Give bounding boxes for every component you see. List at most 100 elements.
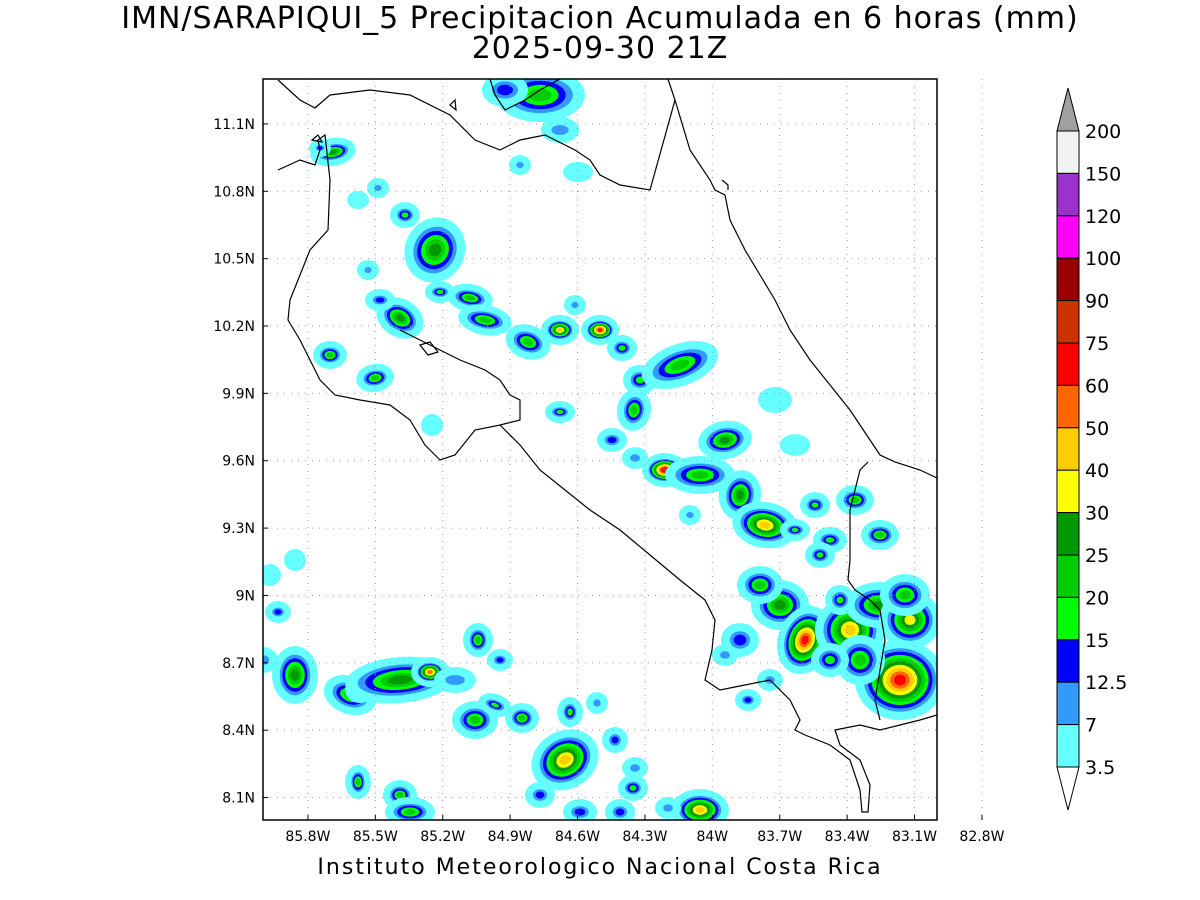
precipitation-cell <box>284 549 306 571</box>
precipitation-cell <box>475 636 481 644</box>
map-title: IMN/SARAPIQUI_5 Precipitacion Acumulada … <box>121 1 1079 36</box>
map-datetime: 2025-09-30 21Z <box>471 31 729 66</box>
precipitation-cell <box>263 647 278 673</box>
colorbar-label: 200 <box>1085 121 1121 143</box>
precipitation-cell <box>571 301 579 309</box>
precipitation-cell <box>811 502 819 508</box>
precipitation-cell <box>904 614 916 626</box>
precipitation-cell <box>427 670 433 674</box>
precipitation-cell <box>854 654 866 666</box>
precipitation-cell <box>630 764 640 772</box>
precipitation-cell <box>801 635 809 645</box>
precipitation-cell <box>404 809 416 815</box>
colorbar-swatch <box>1056 639 1080 683</box>
y-tick-label: 10.5N <box>213 252 255 268</box>
precipitation-cell <box>816 552 824 558</box>
colorbar-label: 25 <box>1085 545 1109 567</box>
y-tick-label: 8.4N <box>222 723 255 739</box>
precipitation-cell <box>328 149 338 155</box>
colorbar-swatch <box>1056 172 1080 217</box>
precipitation-cell <box>563 162 593 182</box>
map-frame <box>262 78 938 821</box>
precipitation-cell <box>686 511 694 519</box>
precipitation-cell <box>469 716 481 724</box>
precipitation-cell <box>893 674 907 686</box>
colorbar-label: 3.5 <box>1085 757 1115 779</box>
precipitation-cell <box>364 266 372 274</box>
colorbar-label: 40 <box>1085 460 1109 482</box>
colorbar-label: 90 <box>1085 291 1109 313</box>
precipitation-cell <box>491 702 499 708</box>
y-tick-label: 10.8N <box>213 184 255 200</box>
y-axis-labels: 11.1N 10.8N 10.5N 10.2N 9.9N 9.6N 9.3N 9N 8.7N 8.… <box>213 117 255 807</box>
colorbar-swatch <box>1056 512 1080 556</box>
colorbar-label: 15 <box>1085 630 1109 652</box>
precipitation-cell <box>615 808 625 816</box>
precipitation-cell <box>607 436 617 444</box>
colorbar-label: 20 <box>1085 587 1109 609</box>
precipitation-cell <box>876 532 884 538</box>
precipitation-field <box>263 79 937 820</box>
precipitation-cell <box>663 804 673 812</box>
precipitation-cell <box>593 699 601 707</box>
precipitation-cell <box>528 88 552 102</box>
colorbar-swatch <box>1056 554 1080 598</box>
precipitation-cell <box>421 414 443 436</box>
y-tick-label: 11.1N <box>213 117 255 133</box>
precipitation-cell <box>774 600 786 610</box>
precipitation-cell <box>719 436 731 444</box>
x-tick-label: 83.1W <box>892 829 937 845</box>
precipitation-cell <box>899 590 911 600</box>
colorbar-label: 150 <box>1085 163 1121 185</box>
colorbar-swatch <box>1056 384 1080 429</box>
precipitation-cell <box>396 792 404 798</box>
precipitation-cell <box>825 655 835 665</box>
precipitation-cell <box>825 537 835 543</box>
colorbar-swatch <box>1056 724 1080 768</box>
precipitation-cell <box>551 125 569 135</box>
precipitation-cell <box>387 675 413 685</box>
precipitation-cell <box>375 297 385 303</box>
precipitation-cell <box>401 212 409 218</box>
precipitation-cell <box>744 697 752 703</box>
precipitation-cell <box>630 405 638 415</box>
precipitation-cell <box>670 359 690 371</box>
precipitation-cell <box>844 624 856 636</box>
precipitation-cell <box>374 184 382 192</box>
precipitation-cell <box>759 521 771 529</box>
y-tick-label: 9N <box>236 588 255 604</box>
x-tick-label: 83.7W <box>757 829 802 845</box>
precipitation-cell <box>395 314 405 322</box>
precipitation-cell <box>274 609 282 615</box>
colorbar-swatch <box>1056 596 1080 641</box>
x-axis-labels: 85.8W 85.5W 85.2W 84.9W 84.6W 84.3W 84W 83.7W 83… <box>285 829 1004 845</box>
colorbar-label: 60 <box>1085 375 1109 397</box>
colorbar-label: 100 <box>1085 248 1121 270</box>
precipitation-cell <box>567 708 573 716</box>
colorbar-swatch <box>1056 342 1080 386</box>
colorbar-swatch <box>1056 427 1080 471</box>
color-scale-legend: 3.5 7 12.5 15 20 25 30 40 50 60 75 90 100 120 150 200 <box>1056 87 1127 811</box>
colorbar-swatch <box>1056 130 1080 174</box>
precipitation-cell <box>496 657 504 663</box>
colorbar-label: 120 <box>1085 206 1121 228</box>
colorbar-label: 7 <box>1085 715 1097 737</box>
precipitation-cell <box>523 338 533 346</box>
footer-credit: Instituto Meteorologico Nacional Costa R… <box>317 855 883 880</box>
colorbar-swatch <box>1056 300 1080 344</box>
precipitation-cell <box>559 755 571 765</box>
precipitation-cell <box>556 409 564 415</box>
x-tick-label: 84.9W <box>488 829 533 845</box>
colorbar-label: 30 <box>1085 503 1109 525</box>
precipitation-cell <box>347 191 369 209</box>
x-tick-label: 83.4W <box>825 829 870 845</box>
y-tick-label: 8.7N <box>222 656 255 672</box>
precipitation-cell <box>355 778 361 786</box>
x-tick-label: 85.2W <box>420 829 465 845</box>
colorbar-swatch <box>1056 257 1080 302</box>
precipitation-cell <box>535 791 545 799</box>
precipitation-cell <box>629 785 637 791</box>
y-tick-label: 9.3N <box>222 521 255 537</box>
precipitation-cell <box>371 375 379 381</box>
